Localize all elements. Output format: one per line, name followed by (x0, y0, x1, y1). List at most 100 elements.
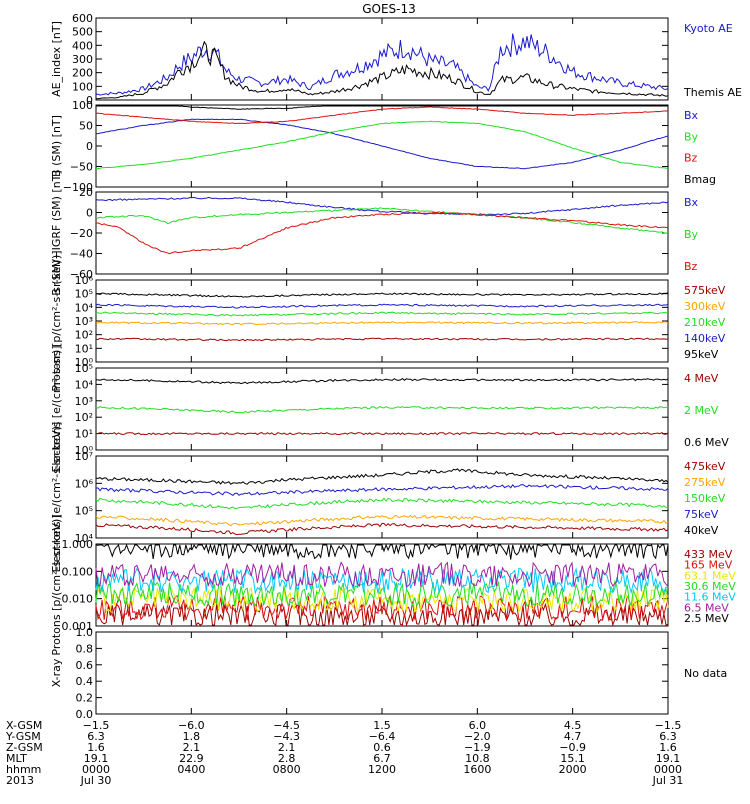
series-line-140kev (95, 303, 669, 309)
y-tick-label: 100 (72, 80, 93, 93)
footer-value: 2.1 (183, 741, 201, 754)
footer-value: −1.5 (655, 719, 682, 732)
footer-value: 4.7 (564, 730, 582, 743)
series-line-165-mev (95, 594, 669, 622)
footer-value: −4.3 (273, 730, 300, 743)
y-tick-label: −20 (70, 227, 93, 240)
legend-entry: Bx (684, 196, 699, 209)
y-tick-label: 50 (79, 120, 93, 133)
panel-8: 0.0 0.2 0.4 0.6 0.8 1.0 X-ray No data (50, 626, 727, 721)
footer-value: 1200 (368, 763, 396, 776)
y-tick-label: 100 (72, 99, 93, 112)
ephemeris-footer: X-GSMY-GSMZ-GSMMLThhmm2013−1.56.31.619.1… (5, 719, 683, 787)
y-tick-label: 0.2 (76, 692, 94, 705)
series-line-40kev (95, 468, 669, 485)
y-tick-label: 1.000 (62, 538, 94, 551)
y-tick-label: −60 (70, 268, 93, 281)
y-tick-label: 10⁰ (75, 356, 94, 369)
legend-entry: 2.5 MeV (684, 612, 729, 625)
footer-value: −4.5 (273, 719, 300, 732)
footer-value: 1600 (463, 763, 491, 776)
footer-row-label: MLT (6, 752, 27, 765)
legend-entry: 575keV (684, 284, 726, 297)
series-line-63-1-mev (95, 586, 669, 614)
y-tick-label: −50 (70, 161, 93, 174)
series-line-475kev (95, 522, 669, 536)
series-line-4-mev (95, 432, 669, 436)
legend-entry: Bmag (684, 173, 716, 186)
y-tick-label: 0.001 (62, 620, 94, 633)
y-tick-label: 600 (72, 12, 93, 25)
series-line-433-mev (95, 602, 669, 627)
legend-entry: 433 MeV (684, 548, 733, 561)
footer-value: Jul 31 (652, 774, 684, 787)
legend-entry: 475keV (684, 460, 726, 473)
panel-3: −60 −40 −20 0 20 B (SM)−IGRF (SM) [nT] Bx By Bz (50, 170, 699, 295)
y-tick-label: 0 (86, 140, 93, 153)
footer-value: 1.6 (87, 741, 105, 754)
footer-row-label: 2013 (6, 774, 34, 787)
y-tick-label: 0 (86, 207, 93, 220)
series-line-210kev (95, 311, 669, 317)
panel-6: 10⁴ 10⁵ 10⁶ 10⁷ Electrons [e/(cm²-s-sr-keV)]… (50, 422, 726, 573)
legend-entry: Kyoto AE (684, 22, 733, 35)
series-line-6-5-mev (95, 561, 669, 588)
no-data-label: No data (684, 667, 727, 680)
footer-value: 6.3 (87, 730, 105, 743)
y-tick-label: 10⁵ (75, 362, 93, 375)
series-line-95kev (95, 292, 669, 298)
y-tick-label: 10³ (75, 395, 93, 408)
series-line-by (95, 207, 669, 234)
y-tick-label: 10³ (75, 315, 93, 328)
footer-value: 0400 (177, 763, 205, 776)
y-tick-label: 10⁴ (75, 301, 94, 314)
y-tick-label: −100 (63, 181, 93, 194)
legend-entry: Bz (684, 152, 698, 165)
y-tick-label: 20 (79, 186, 93, 199)
series-line-575kev (95, 337, 669, 342)
footer-value: 15.1 (560, 752, 585, 765)
panel-frame (95, 191, 669, 275)
footer-value: 2.8 (278, 752, 296, 765)
legend-entry: 11.6 MeV (684, 591, 736, 604)
legend-entry: 210keV (684, 316, 726, 329)
y-tick-label: 0.6 (76, 659, 94, 672)
series-line-bmag (96, 105, 668, 110)
y-tick-label: 1.0 (76, 626, 94, 639)
footer-value: 6.0 (469, 719, 487, 732)
y-tick-label: 10⁵ (75, 288, 93, 301)
legend-entry: Bz (684, 260, 698, 273)
y-tick-label: 10¹ (75, 342, 93, 355)
series-line-150kev (95, 497, 669, 510)
series-line-0-6-mev (95, 377, 669, 385)
footer-row-label: X-GSM (6, 719, 42, 732)
y-tick-label: 10² (75, 329, 93, 342)
legend-entry: 150keV (684, 492, 726, 505)
footer-value: −6.0 (178, 719, 205, 732)
footer-value: 1.8 (183, 730, 201, 743)
y-axis-label: B (SM) [nT] (50, 115, 63, 177)
series-line-2-5-mev (95, 543, 669, 560)
y-tick-label: 500 (72, 26, 93, 39)
y-axis-label: Protons [p/(cm²-s-sr-keV)] (50, 514, 63, 655)
footer-value: 2000 (559, 763, 587, 776)
legend-entry: Themis AE (683, 86, 742, 99)
legend-entry: 63.1 MeV (684, 569, 736, 582)
legend-entry: 40keV (684, 524, 719, 537)
y-tick-label: 0.0 (76, 708, 94, 721)
footer-row-label: Y-GSM (5, 730, 41, 743)
panel-frame (95, 631, 669, 715)
series-line-themis-ae (95, 40, 669, 100)
legend-entry: 95keV (684, 348, 719, 361)
panel-frame (95, 455, 669, 539)
footer-value: 0.6 (373, 741, 391, 754)
footer-value: 0000 (82, 763, 110, 776)
legend-entry: 30.6 MeV (684, 580, 736, 593)
y-tick-label: 10⁷ (75, 450, 93, 463)
y-tick-label: 10² (75, 411, 93, 424)
